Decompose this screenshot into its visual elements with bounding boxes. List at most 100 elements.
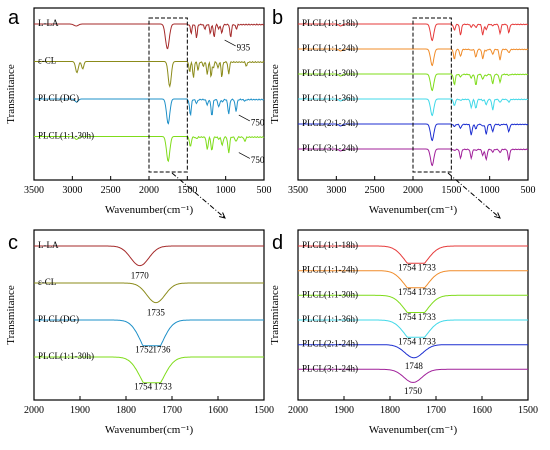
peak-annotation: 935: [237, 42, 251, 52]
y-axis-label: Transmitance: [5, 64, 17, 124]
zoom-arrow-b-head: [494, 212, 501, 219]
panel-letter: a: [8, 7, 20, 29]
series-line: [34, 282, 264, 304]
annotation-arrow: [238, 152, 250, 159]
series-label: ε-CL: [38, 56, 56, 66]
peak-label: 1754: [398, 337, 417, 347]
x-axis-label: Wavenumber(cm⁻¹): [369, 204, 458, 216]
panel-a: a 3500 3000 2500 2000 1500 1000 500 Wavenumber(c…: [5, 7, 272, 216]
peak-label: 1754: [398, 312, 417, 322]
series-label: PLCL(1:1-30h): [302, 68, 358, 78]
panel-letter: c: [8, 232, 18, 254]
x-tick-label: 1600: [472, 405, 492, 416]
series-label: PLCL(3:1-24h): [302, 143, 358, 153]
series-label: PLCL(1:1-30h): [302, 289, 358, 299]
series-label: PLCL(3:1-24h): [302, 363, 358, 373]
peak-label: 1754: [398, 287, 417, 297]
series-label: PLCL(1:1-30h): [38, 131, 94, 141]
series-label: L-LA: [38, 240, 59, 250]
peak-label: 1733: [418, 337, 437, 347]
series-line: [298, 73, 529, 92]
x-tick-label: 2000: [403, 185, 423, 196]
series-line: [34, 60, 265, 88]
x-tick-label: 2500: [101, 185, 121, 196]
series-line: [298, 48, 529, 67]
peak-label: 1733: [418, 312, 437, 322]
x-tick-label: 2000: [288, 405, 308, 416]
panel-c: c 2000 1900 1800 1700 1600 1500 Wavenumber(cm⁻¹…: [5, 229, 274, 436]
x-tick-label: 2500: [365, 185, 385, 196]
peak-label: 1735: [147, 307, 166, 317]
plot-frame: [297, 229, 529, 401]
series-label: PLCL(1:1-30h): [38, 351, 94, 361]
x-tick-label: 1900: [334, 405, 354, 416]
y-axis-label: Transmitance: [5, 285, 17, 345]
series-line: [34, 319, 264, 347]
x-tick-label: 500: [257, 185, 272, 196]
x-tick-label: 1800: [116, 405, 136, 416]
series-label: PLCL(2:1-24h): [302, 118, 358, 128]
series-line: [298, 319, 528, 338]
annotation-arrow: [238, 114, 250, 122]
x-tick-label: 1000: [216, 185, 236, 196]
x-tick-label: 1000: [480, 185, 500, 196]
x-tick-label: 1800: [380, 405, 400, 416]
peak-label: 1748: [405, 361, 424, 371]
series-label: PLCL(DG): [38, 93, 79, 103]
x-axis-label: Wavenumber(cm⁻¹): [105, 424, 194, 436]
series-line: [298, 368, 528, 383]
series-line: [298, 270, 528, 289]
x-tick-label: 1500: [518, 405, 538, 416]
x-tick-label: 3000: [326, 185, 346, 196]
y-axis-label: Transmitance: [269, 285, 281, 345]
series-label: PLCL(DG): [38, 314, 79, 324]
x-axis-label: Wavenumber(cm⁻¹): [105, 204, 194, 216]
zoom-region-box: [412, 17, 452, 173]
y-axis-label: Transmitance: [269, 64, 281, 124]
series-line: [298, 245, 528, 264]
series-label: ε-CL: [38, 277, 56, 287]
panel-d: d 2000 1900 1800 1700 1600 1500 Wavenumber(cm⁻¹…: [269, 229, 538, 436]
series-label: PLCL(1:1-18h): [302, 240, 358, 250]
series-label: PLCL(1:1-36h): [302, 93, 358, 103]
peak-label: 1770: [131, 270, 150, 280]
x-axis-label: Wavenumber(cm⁻¹): [369, 424, 458, 436]
peak-annotation: 750: [251, 117, 265, 127]
panel-b: b 3500 3000 2500 2000 1500 1000 500 Wavenumber(c…: [269, 7, 536, 216]
peak-label: 1754: [134, 381, 153, 391]
series-line: [298, 344, 528, 359]
series-line: [34, 245, 264, 267]
peak-label: 1733: [418, 287, 437, 297]
panel-letter: b: [272, 7, 283, 29]
series-label: PLCL(1:1-18h): [302, 18, 358, 28]
peak-annotation: 750: [251, 155, 265, 165]
zoom-arrow-a-head: [219, 212, 226, 219]
series-label: PLCL(1:1-36h): [302, 314, 358, 324]
x-tick-label: 3000: [62, 185, 82, 196]
zoom-region-box: [148, 17, 188, 173]
series-line: [34, 356, 264, 384]
x-tick-label: 500: [521, 185, 536, 196]
x-tick-label: 1700: [162, 405, 182, 416]
x-tick-label: 1900: [70, 405, 90, 416]
series-label: PLCL(1:1-24h): [302, 43, 358, 53]
peak-label: 1752: [135, 344, 153, 354]
panel-letter: d: [272, 232, 283, 254]
x-tick-label: 1700: [426, 405, 446, 416]
peak-label: 1736: [152, 344, 171, 354]
x-tick-label: 2000: [139, 185, 159, 196]
x-tick-label: 3500: [24, 185, 44, 196]
plot-frame: [33, 229, 265, 401]
x-tick-label: 1500: [254, 405, 274, 416]
series-label: PLCL(1:1-24h): [302, 265, 358, 275]
peak-label: 1733: [418, 263, 437, 273]
x-tick-label: 1500: [177, 185, 197, 196]
annotation-arrow: [224, 39, 236, 47]
x-tick-label: 1600: [208, 405, 228, 416]
peak-label: 1754: [398, 263, 417, 273]
x-tick-label: 1500: [441, 185, 461, 196]
series-label: L-LA: [38, 18, 59, 28]
series-line: [298, 294, 528, 313]
x-tick-label: 3500: [288, 185, 308, 196]
